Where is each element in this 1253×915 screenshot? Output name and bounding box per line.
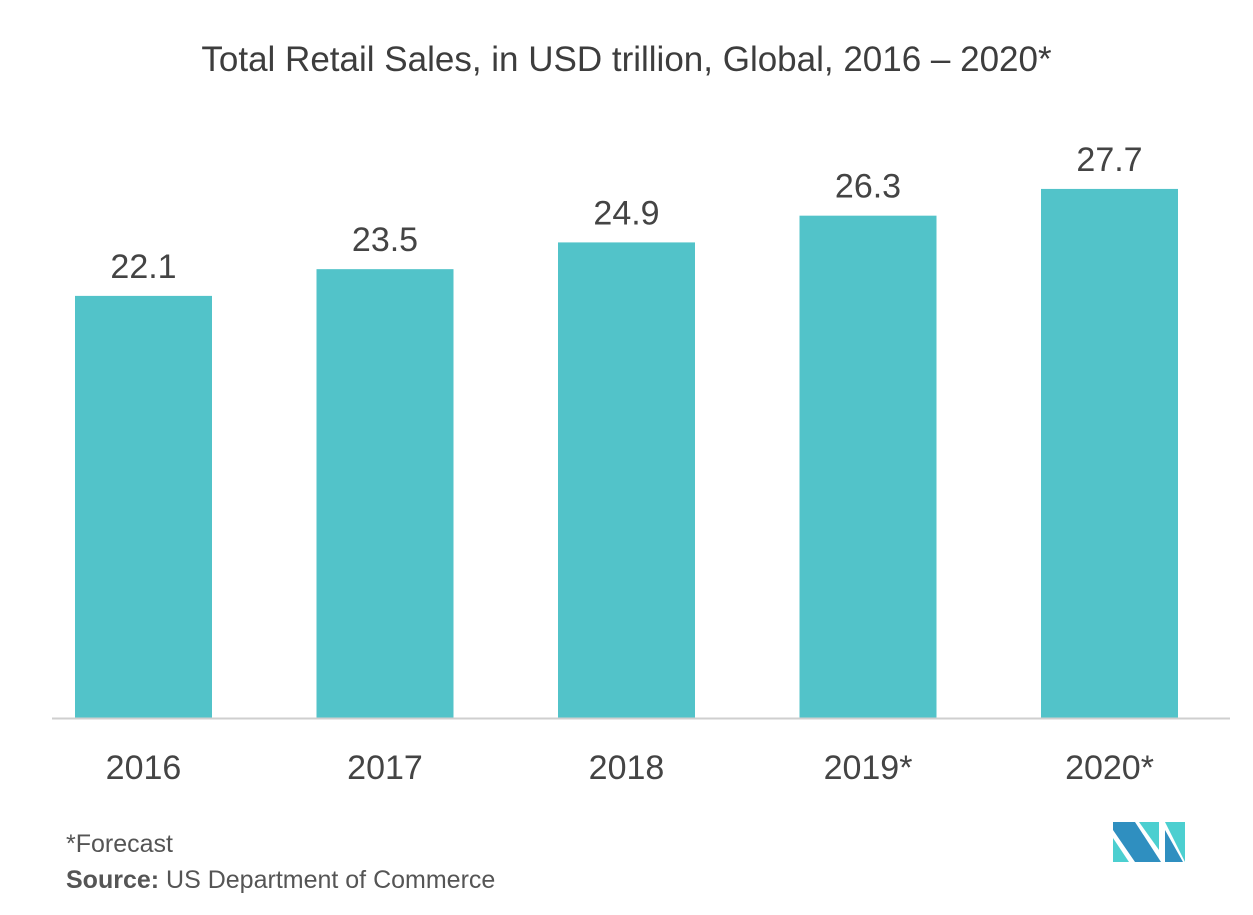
x-tick-label: 2017 xyxy=(347,749,423,787)
bar-2019* xyxy=(799,215,937,719)
x-tick-label: 2019* xyxy=(824,749,913,787)
data-label: 24.9 xyxy=(593,194,659,232)
source-text: US Department of Commerce xyxy=(166,866,496,894)
bar-2017 xyxy=(316,269,454,718)
x-tick-label: 2018 xyxy=(589,749,665,787)
source-label: Source: xyxy=(66,866,160,894)
data-label: 26.3 xyxy=(835,168,901,206)
bar-chart: 22.1 2016 23.5 2017 24.9 2018 26.3 2019* 27.7 202… xyxy=(52,141,1230,787)
bar-2018 xyxy=(558,242,695,718)
x-tick-label: 2020* xyxy=(1065,749,1154,787)
data-label: 23.5 xyxy=(352,221,418,259)
data-label: 22.1 xyxy=(110,248,176,286)
bar-2016 xyxy=(75,295,212,718)
chart-title: Total Retail Sales, in USD trillion, Glo… xyxy=(201,40,1052,79)
bar-2020* xyxy=(1041,188,1178,718)
forecast-note: *Forecast xyxy=(66,830,173,858)
data-label: 27.7 xyxy=(1076,141,1142,179)
source-line: Source: US Department of Commerce xyxy=(66,866,495,895)
x-tick-label: 2016 xyxy=(106,749,182,787)
brand-logo xyxy=(1113,822,1185,862)
